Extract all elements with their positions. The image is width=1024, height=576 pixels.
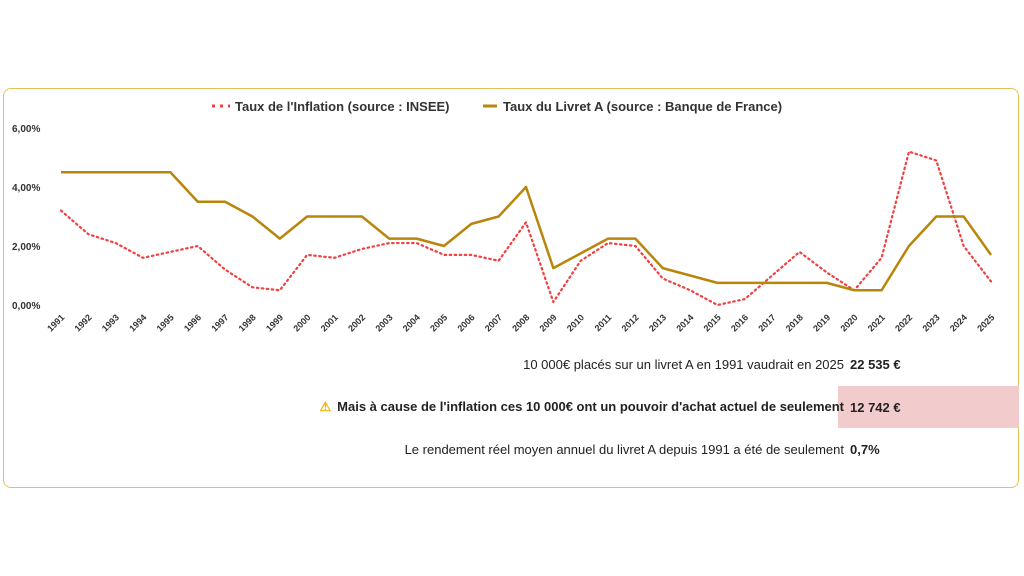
x-tick-label: 1991 [45, 312, 66, 333]
x-tick-label: 2005 [428, 312, 449, 333]
legend-livret-label: Taux du Livret A (source : Banque de Fra… [503, 99, 782, 114]
x-tick-label: 2023 [920, 312, 941, 333]
inflation-line [59, 150, 993, 307]
x-tick-label: 2020 [838, 312, 859, 333]
summary-label: Mais à cause de l'inflation ces 10 000€ … [337, 399, 844, 414]
warning-icon: ⚠ [319, 399, 332, 414]
x-tick-label: 2025 [975, 312, 996, 333]
x-tick-label: 1993 [100, 312, 121, 333]
x-tick-label: 2003 [373, 312, 394, 333]
line-chart: Taux de l'Inflation (source : INSEE) Tau… [12, 99, 996, 334]
legend: Taux de l'Inflation (source : INSEE) Tau… [212, 99, 782, 114]
y-tick-label: 0,00% [12, 301, 40, 312]
x-tick-label: 2019 [811, 312, 832, 333]
x-tick-label: 2004 [401, 312, 422, 333]
x-tick-label: 2001 [319, 312, 340, 333]
chart-card [3, 88, 1019, 488]
x-tick-label: 2009 [538, 312, 559, 333]
x-tick-label: 2012 [620, 312, 641, 333]
x-tick-label: 1997 [209, 312, 230, 333]
y-tick-label: 6,00% [12, 124, 40, 135]
summary-row-value: 10 000€ placés sur un livret A en 1991 v… [0, 354, 1024, 374]
x-tick-label: 1992 [73, 312, 94, 333]
summary-row-purchasing-power: ⚠ Mais à cause de l'inflation ces 10 000€… [0, 397, 1024, 417]
legend-inflation-label: Taux de l'Inflation (source : INSEE) [235, 99, 450, 114]
x-tick-label: 2010 [565, 312, 586, 333]
y-tick-label: 4,00% [12, 183, 40, 194]
x-tick-label: 2011 [593, 312, 614, 333]
x-tick-label: 1999 [264, 312, 285, 333]
x-tick-label: 1996 [182, 312, 203, 333]
x-tick-label: 2018 [784, 312, 805, 333]
x-tick-label: 1995 [155, 312, 176, 333]
x-tick-label: 2015 [702, 312, 723, 333]
summary-row-real-yield: Le rendement réel moyen annuel du livret… [0, 439, 1024, 459]
x-tick-label: 2000 [291, 312, 312, 333]
highlight-box [838, 386, 1019, 428]
x-tick-label: 2021 [866, 312, 887, 333]
x-tick-label: 2008 [510, 312, 531, 333]
x-tick-label: 2022 [893, 312, 914, 333]
x-tick-label: 1998 [237, 312, 258, 333]
summary-value: 0,7% [850, 441, 880, 457]
x-tick-label: 2013 [647, 312, 668, 333]
summary-value: 22 535 € [850, 356, 901, 372]
x-tick-label: 2002 [346, 312, 367, 333]
x-tick-label: 2016 [729, 312, 750, 333]
x-tick-label: 2024 [948, 312, 969, 333]
summary-value: 12 742 € [850, 399, 901, 415]
livret-a-line [61, 171, 993, 292]
summary-label: 10 000€ placés sur un livret A en 1991 v… [523, 356, 844, 372]
summary-label: Le rendement réel moyen annuel du livret… [404, 441, 844, 457]
x-tick-label: 2014 [674, 312, 695, 333]
x-tick-label: 1994 [127, 312, 148, 333]
x-tick-label: 2007 [483, 312, 504, 333]
y-tick-label: 2,00% [12, 242, 40, 253]
x-tick-label: 2017 [756, 312, 777, 333]
x-tick-label: 2006 [455, 312, 476, 333]
